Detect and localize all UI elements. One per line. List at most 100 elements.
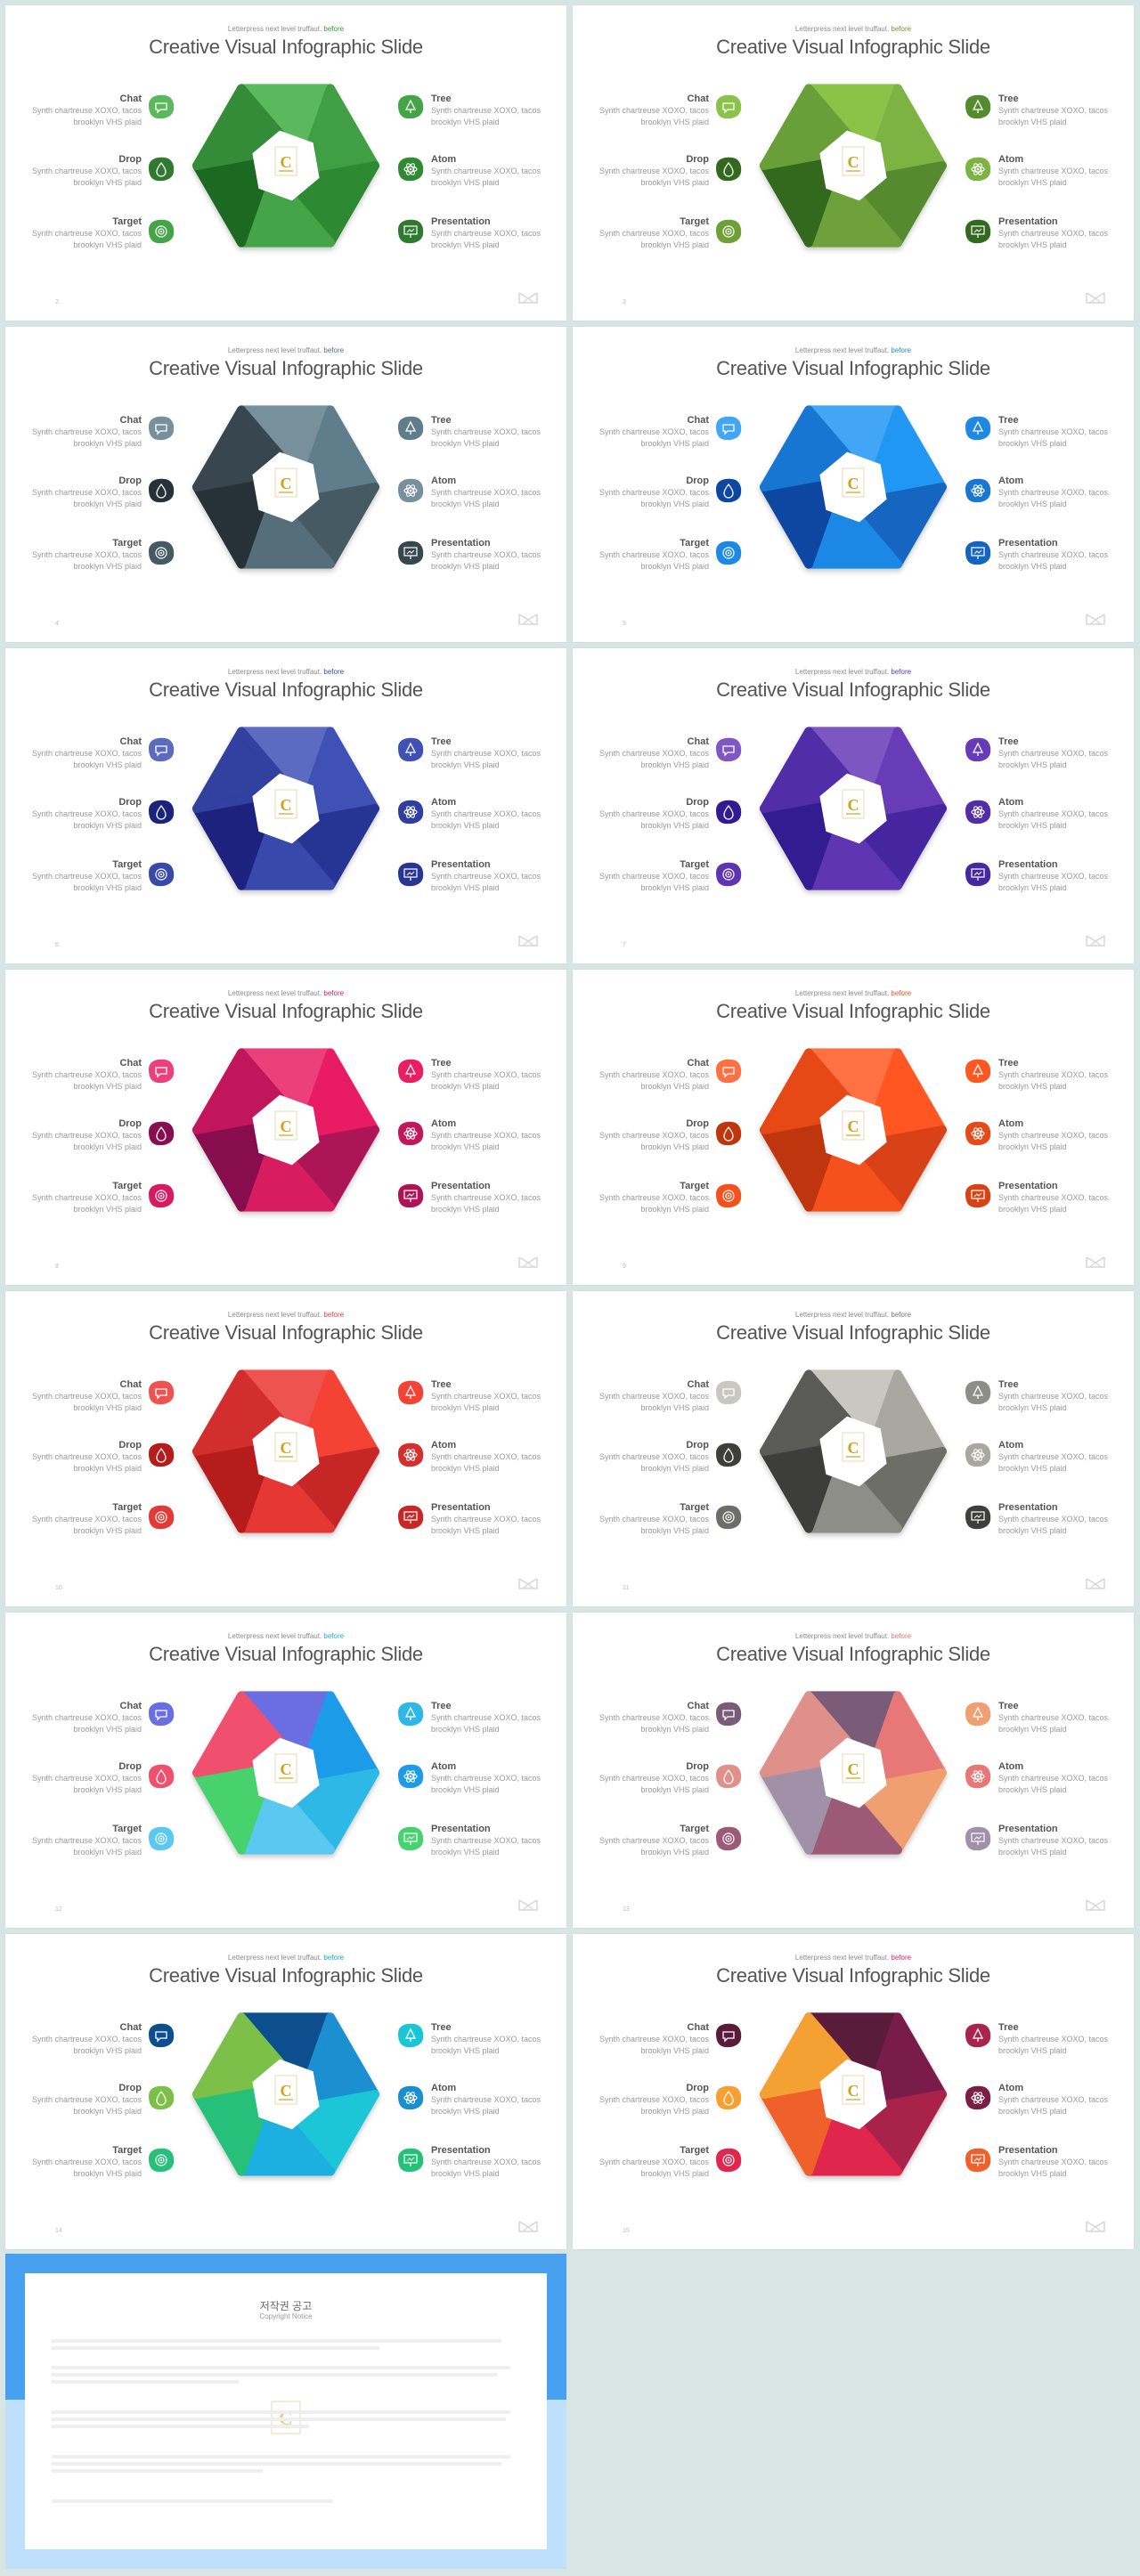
item-description: Synth chartreuse XOXO, tacos brooklyn VH…: [998, 1452, 1109, 1473]
item-description: Synth chartreuse XOXO, tacos brooklyn VH…: [31, 1774, 142, 1794]
slide-tagline: Letterpress next level truffaut. before: [5, 1954, 566, 1962]
infographic-slide[interactable]: Letterpress next level truffaut. before C…: [5, 1613, 566, 1928]
presentation-icon: [398, 1183, 424, 1208]
item-atom: Atom Synth chartreuse XOXO, tacos brookly…: [431, 2082, 542, 2117]
hexagon-diagram: [192, 727, 379, 890]
infographic-slide[interactable]: Letterpress next level truffaut. before C…: [573, 1934, 1134, 2249]
brand-logo: C: [842, 1110, 865, 1141]
infographic-slide[interactable]: Letterpress next level truffaut. before C…: [5, 327, 566, 642]
item-heading: Drop: [118, 1761, 142, 1772]
item-description: Synth chartreuse XOXO, tacos brooklyn VH…: [998, 1392, 1109, 1412]
item-description: Synth chartreuse XOXO, tacos brooklyn VH…: [998, 1070, 1109, 1091]
item-description: Synth chartreuse XOXO, tacos brooklyn VH…: [431, 167, 542, 187]
tagline-accent: before: [323, 1632, 345, 1640]
item-heading: Tree: [431, 415, 452, 426]
tree-icon: [965, 1702, 991, 1727]
slide-title: Creative Visual Infographic Slide: [149, 1643, 423, 1665]
item-heading: Presentation: [431, 859, 491, 870]
item-description: Synth chartreuse XOXO, tacos brooklyn VH…: [598, 167, 709, 187]
tagline-text: Letterpress next level truffaut.: [794, 346, 892, 354]
item-heading: Drop: [118, 797, 142, 808]
infographic-slide[interactable]: Letterpress next level truffaut. before C…: [573, 1613, 1134, 1928]
infographic-slide[interactable]: Letterpress next level truffaut. before C…: [5, 5, 566, 321]
item-heading: Tree: [998, 736, 1019, 747]
item-heading: Drop: [686, 797, 709, 808]
item-description: Synth chartreuse XOXO, tacos brooklyn VH…: [998, 1131, 1109, 1151]
item-description: Synth chartreuse XOXO, tacos brooklyn VH…: [998, 809, 1109, 830]
item-presentation: Presentation Synth chartreuse XOXO, tacos…: [998, 1501, 1110, 1537]
item-tree: Tree Synth chartreuse XOXO, tacos brookly…: [431, 1057, 542, 1093]
target-icon: [149, 862, 175, 887]
item-description: Synth chartreuse XOXO, tacos brooklyn VH…: [598, 2035, 709, 2055]
item-tree: Tree Synth chartreuse XOXO, tacos brookly…: [431, 1378, 542, 1414]
drop-icon: [716, 157, 742, 182]
chat-icon: [149, 416, 175, 441]
item-description: Synth chartreuse XOXO, tacos brooklyn VH…: [431, 1070, 542, 1091]
infographic-slide[interactable]: Letterpress next level truffaut. before C…: [573, 5, 1134, 321]
item-heading: Chat: [119, 1058, 142, 1069]
item-description: Synth chartreuse XOXO, tacos brooklyn VH…: [431, 2035, 542, 2055]
item-description: Synth chartreuse XOXO, tacos brooklyn VH…: [431, 872, 542, 892]
copyright-paragraph: [52, 2407, 520, 2432]
page-number: 14: [55, 2228, 62, 2234]
infographic-slide[interactable]: Letterpress next level truffaut. before C…: [5, 1291, 566, 1606]
infographic-slide[interactable]: Letterpress next level truffaut. before C…: [5, 1934, 566, 2249]
item-drop: Drop Synth chartreuse XOXO, tacos brookly…: [30, 475, 142, 510]
infographic-slide[interactable]: Letterpress next level truffaut. before C…: [573, 327, 1134, 642]
copyright-paragraph: [52, 2336, 520, 2353]
svg-text:C: C: [281, 1117, 292, 1135]
item-heading: Presentation: [431, 538, 491, 549]
brand-logo: C: [842, 467, 865, 498]
item-heading: Tree: [998, 415, 1019, 426]
svg-text:C: C: [848, 475, 859, 492]
page-number: 8: [55, 1264, 59, 1270]
item-description: Synth chartreuse XOXO, tacos brooklyn VH…: [598, 809, 709, 830]
item-heading: Presentation: [431, 1824, 491, 1834]
svg-text:C: C: [848, 2082, 859, 2100]
drop-icon: [149, 2085, 175, 2110]
item-heading: Chat: [119, 2022, 142, 2033]
svg-text:C: C: [848, 796, 859, 814]
item-heading: Presentation: [431, 2145, 491, 2156]
item-drop: Drop Synth chartreuse XOXO, tacos brookly…: [598, 796, 709, 832]
page-number: 4: [55, 621, 59, 627]
chat-icon: [149, 94, 175, 119]
atom-icon: [965, 157, 991, 182]
copyright-slide[interactable]: 저작권 공고 Copyright Notice C: [5, 2254, 566, 2569]
target-icon: [149, 1826, 175, 1851]
item-heading: Chat: [687, 93, 709, 104]
tree-icon: [965, 1380, 991, 1405]
slide-title: Creative Visual Infographic Slide: [716, 357, 990, 379]
infographic-slide[interactable]: Letterpress next level truffaut. before C…: [5, 648, 566, 963]
item-heading: Drop: [686, 475, 709, 486]
tree-icon: [398, 2023, 424, 2048]
drop-icon: [716, 1764, 742, 1789]
svg-text:C: C: [281, 153, 292, 171]
brand-logo: C: [274, 467, 297, 498]
infographic-slide[interactable]: Letterpress next level truffaut. before C…: [573, 1291, 1134, 1606]
atom-icon: [398, 1121, 424, 1146]
hexagon-diagram: [760, 84, 947, 248]
item-drop: Drop Synth chartreuse XOXO, tacos brookly…: [598, 2082, 709, 2117]
infographic-slide[interactable]: Letterpress next level truffaut. before C…: [5, 970, 566, 1285]
item-description: Synth chartreuse XOXO, tacos brooklyn VH…: [998, 229, 1109, 249]
item-chat: Chat Synth chartreuse XOXO, tacos brookly…: [598, 414, 709, 450]
item-target: Target Synth chartreuse XOXO, tacos brook…: [30, 1180, 142, 1215]
item-atom: Atom Synth chartreuse XOXO, tacos brookly…: [998, 796, 1110, 832]
infographic-slide[interactable]: Letterpress next level truffaut. before C…: [573, 970, 1134, 1285]
copyright-subtitle: Copyright Notice: [259, 2312, 313, 2320]
watermark-icon: [1086, 935, 1105, 947]
svg-text:C: C: [281, 1760, 292, 1778]
slide-tagline: Letterpress next level truffaut. before: [5, 1311, 566, 1319]
page-number: 5: [623, 621, 626, 627]
item-heading: Atom: [431, 475, 457, 486]
item-description: Synth chartreuse XOXO, tacos brooklyn VH…: [31, 1070, 142, 1091]
item-description: Synth chartreuse XOXO, tacos brooklyn VH…: [998, 749, 1109, 769]
item-description: Synth chartreuse XOXO, tacos brooklyn VH…: [598, 1836, 709, 1857]
item-description: Synth chartreuse XOXO, tacos brooklyn VH…: [998, 1774, 1109, 1794]
item-heading: Drop: [118, 475, 142, 486]
atom-icon: [965, 1764, 991, 1789]
item-description: Synth chartreuse XOXO, tacos brooklyn VH…: [31, 1836, 142, 1857]
slide-tagline: Letterpress next level truffaut. before: [573, 1311, 1134, 1319]
infographic-slide[interactable]: Letterpress next level truffaut. before C…: [573, 648, 1134, 963]
